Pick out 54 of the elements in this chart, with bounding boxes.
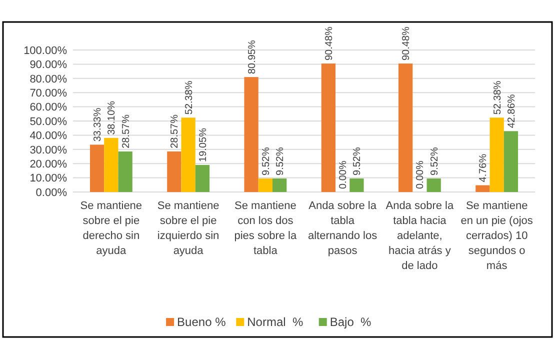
x-tick-label: Se mantiene con los dos pies sobre la tabla [234,200,298,257]
bar [426,178,441,192]
bar [476,185,490,192]
x-tick-label: Anda sobre la tabla alternando los pasos [308,200,378,257]
bar [181,118,196,192]
y-tick-label: 10.00% [30,172,68,185]
legend-label: Bueno % [177,315,226,330]
data-label: 90.48% [324,26,335,61]
bar [321,64,336,192]
y-tick-label: 60.00% [30,102,68,114]
x-tick-label: Se mantiene en un pie (ojos cerrados) 10 segundos o más [460,200,534,272]
legend-label: Bajo % [330,315,372,330]
y-tick-label: 50.00% [30,116,68,128]
bar [90,144,104,192]
x-tick-label: Se mantiene sobre el pie izquierdo sin ayuda [157,200,220,257]
data-label: 9.52% [260,147,272,176]
bar [104,138,118,192]
bar [398,64,413,192]
data-label: 9.52% [275,147,286,176]
y-tick-label: 70.00% [30,87,68,100]
y-tick-label: 20.00% [30,158,68,170]
data-label: 28.57% [120,114,132,148]
y-tick-label: 30.00% [30,144,68,156]
bar [350,178,364,192]
y-tick-label: 40.00% [30,130,68,142]
y-tick-label: 90.00% [30,59,68,72]
data-label: 42.86% [506,94,518,128]
data-label: 38.10% [106,100,118,135]
data-label: 52.38% [184,80,195,115]
y-tick-label: 80.00% [30,73,68,86]
bar [258,178,273,192]
data-label: 52.38% [492,80,504,115]
data-label: 9.52% [352,147,364,176]
data-label: 0.00% [338,160,350,189]
y-tick-label: 100.00% [24,44,68,57]
data-label: 9.52% [429,147,440,176]
data-label: 0.00% [415,160,426,189]
bar [490,118,504,192]
bar [504,131,518,192]
data-label: 90.48% [401,26,412,61]
data-label: 28.57% [170,114,181,148]
y-tick-label: 0.00% [36,186,68,199]
bar [118,151,132,192]
bar [195,164,210,192]
data-label: 33.33% [92,108,104,142]
x-tick-label: Se mantiene sobre el pie derecho sin ayuda [80,200,142,257]
x-tick-label: Anda sobre la tabla hacia adelante, hacia atrás y de lado [386,200,455,272]
legend-label: Normal % [247,315,304,330]
data-label: 80.95% [246,40,258,74]
bar [272,178,287,192]
data-label: 4.76% [478,154,490,182]
bar [244,77,258,192]
bar [167,151,182,192]
data-label: 19.05% [198,128,209,162]
